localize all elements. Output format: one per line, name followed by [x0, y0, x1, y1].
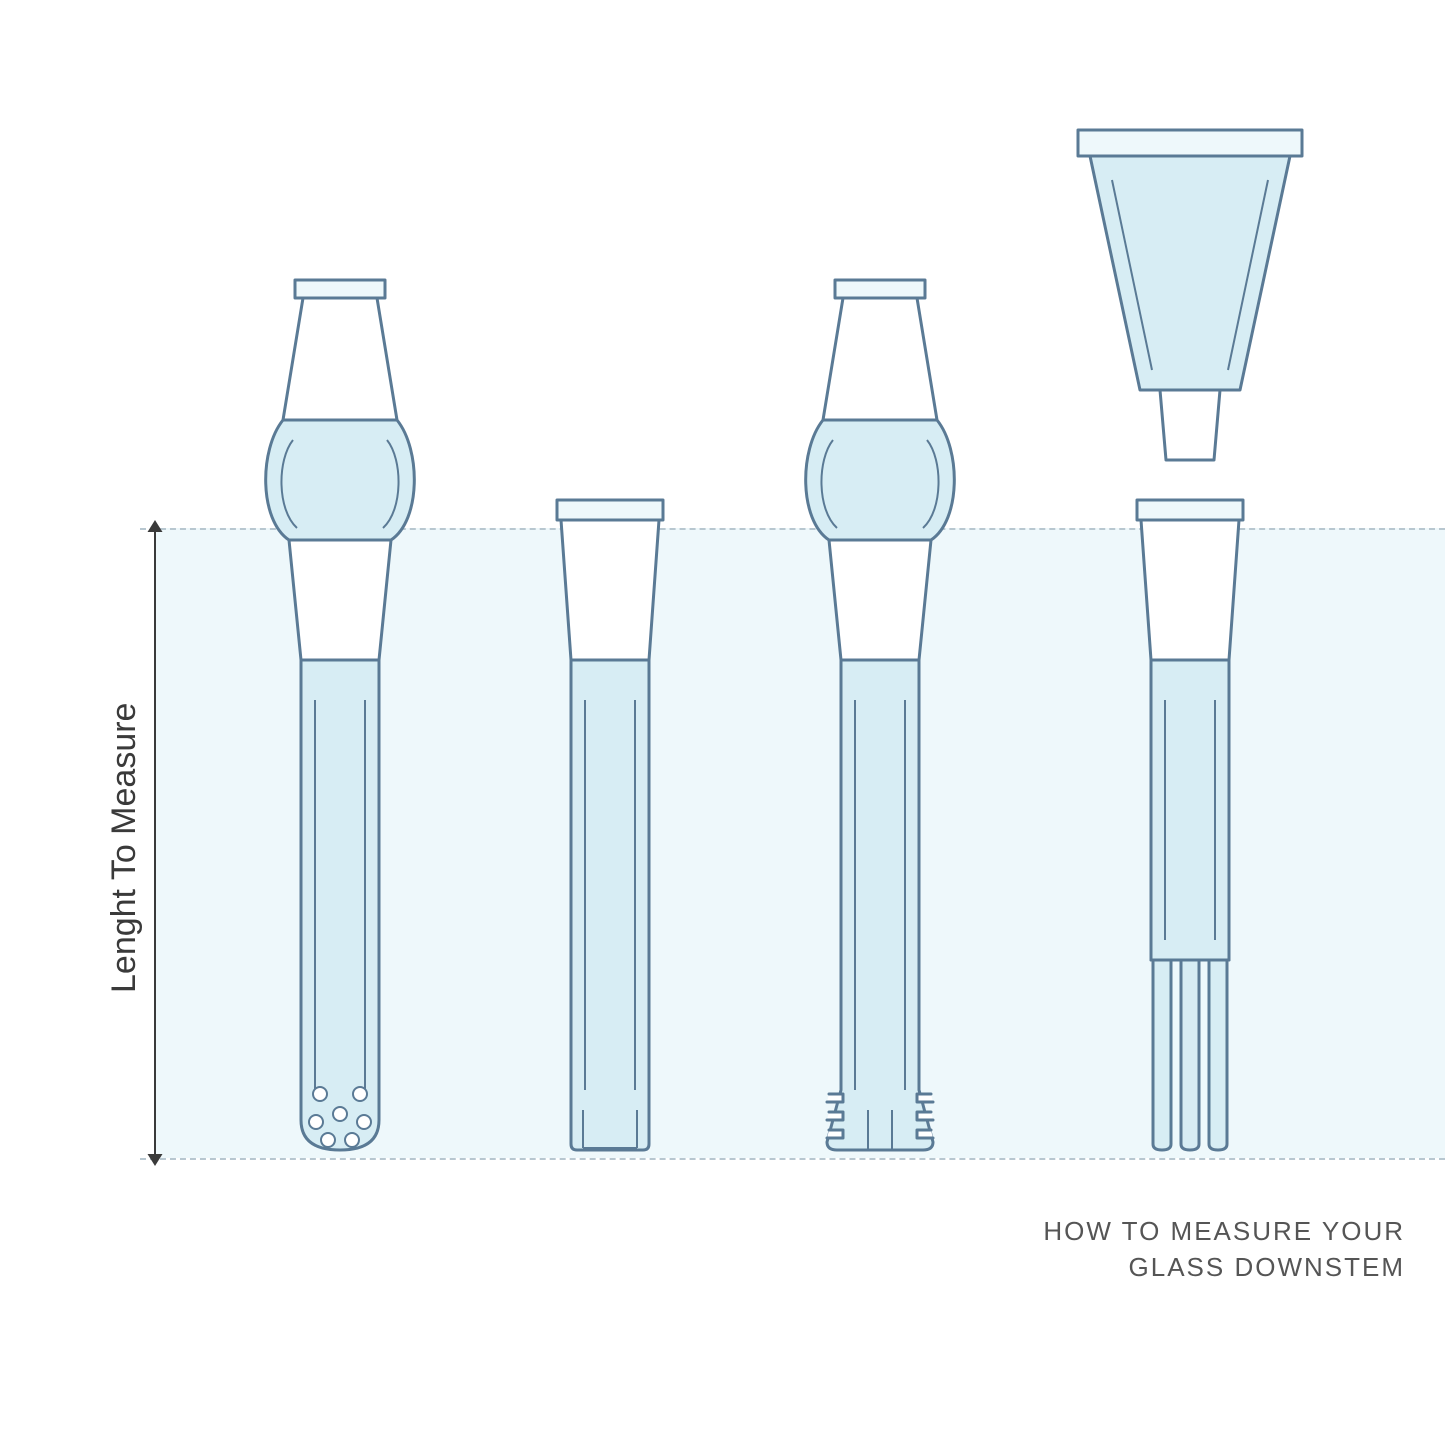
caption-line-2: GLASS DOWNSTEM: [1129, 1252, 1405, 1282]
caption: HOW TO MEASURE YOUR GLASS DOWNSTEM: [1043, 1213, 1405, 1286]
stem-tree: [1078, 130, 1302, 1150]
stem-diffuser-holes: [266, 280, 415, 1150]
diagram-canvas: Lenght To Measure HOW TO MEASURE YOUR GL…: [0, 0, 1445, 1445]
stem-slits: [806, 280, 955, 1150]
caption-line-1: HOW TO MEASURE YOUR: [1043, 1216, 1405, 1246]
stem-open: [557, 500, 663, 1150]
